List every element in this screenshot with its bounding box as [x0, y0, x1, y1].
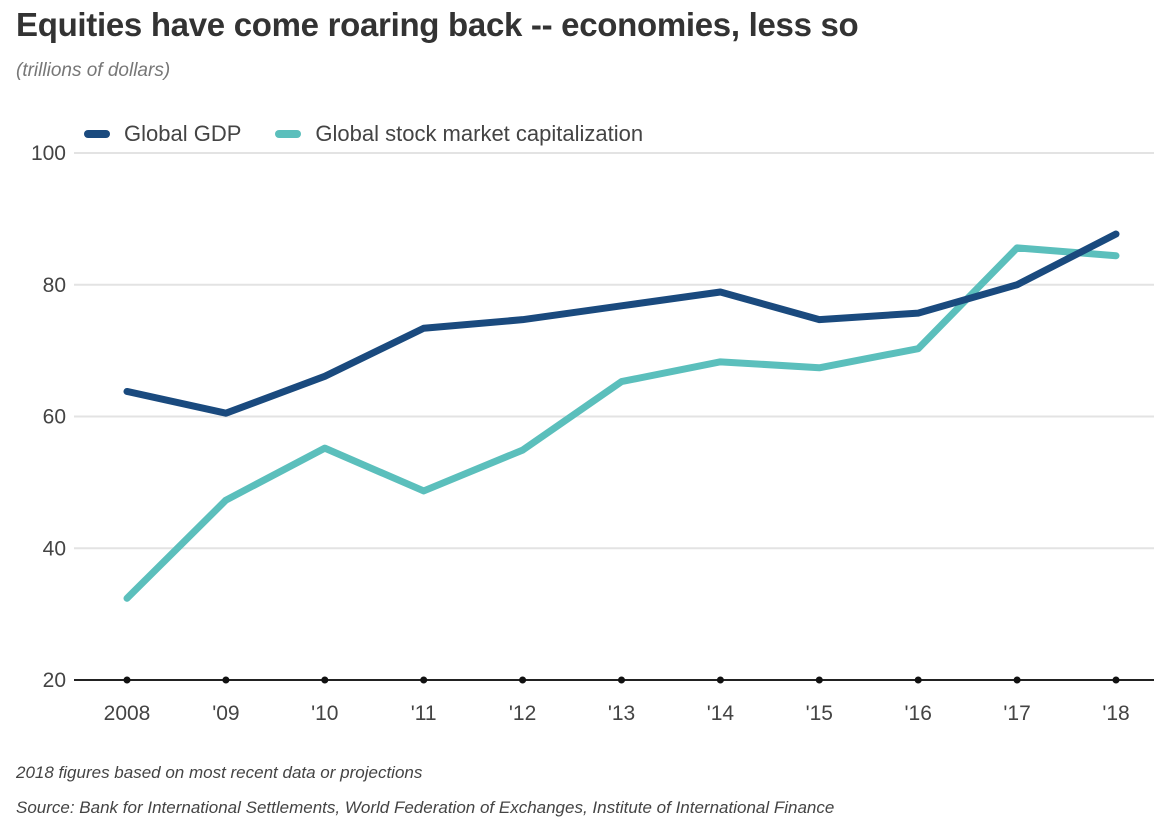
legend-label-gdp: Global GDP: [124, 121, 242, 146]
x-tick-dot: [914, 676, 922, 684]
stock-market-cap-line: [123, 244, 1120, 602]
x-tick-label: '09: [212, 702, 239, 725]
x-tick-label: '16: [905, 702, 932, 725]
x-tick-label: '12: [509, 702, 536, 725]
legend-label-stock: Global stock market capitalization: [315, 121, 644, 146]
gridlines: [74, 152, 1154, 550]
source-note: Source: Bank for International Settlemen…: [16, 798, 835, 817]
legend: Global GDP Global stock market capitaliz…: [84, 121, 677, 147]
x-tick-dot: [123, 676, 131, 684]
legend-item-gdp: Global GDP: [84, 121, 241, 147]
x-tick-label: '10: [311, 702, 338, 725]
y-tick-label: 20: [43, 669, 66, 692]
y-tick-label: 40: [43, 537, 66, 560]
x-tick-label: '17: [1003, 702, 1030, 725]
x-tick-label: '11: [411, 702, 437, 725]
x-tick-dot: [618, 676, 625, 684]
legend-swatch-stock: [275, 130, 302, 138]
x-tick-label: '13: [608, 702, 635, 725]
y-axis-ticks: 20 40 60 80 100: [31, 142, 66, 692]
legend-swatch-gdp: [84, 130, 110, 138]
x-tick-dot: [321, 676, 329, 684]
chart-subtitle: (trillions of dollars): [16, 60, 171, 81]
x-tick-dot: [519, 676, 527, 684]
footnote: 2018 figures based on most recent data o…: [16, 763, 423, 782]
chart-title: Equities have come roaring back -- econo…: [16, 6, 859, 43]
gdp-line: [123, 230, 1120, 417]
series-lines: [123, 230, 1120, 602]
x-tick-label: '14: [707, 702, 735, 725]
x-tick-dot: [815, 676, 823, 684]
y-tick-label: 100: [31, 142, 66, 165]
x-tick-dot: [1013, 676, 1021, 684]
x-tick-dot: [420, 676, 428, 684]
x-tick-dot: [716, 676, 724, 684]
x-tick-label: '15: [806, 702, 833, 725]
x-tick-dot: [1112, 676, 1120, 684]
x-tick-dot: [222, 676, 230, 684]
x-tick-label: 2008: [104, 702, 151, 725]
x-axis: 2008 '09 '10 '11 '12 '13 '14 '15 '16 '17 '18: [74, 676, 1154, 725]
x-tick-label: '18: [1102, 702, 1129, 725]
y-tick-label: 60: [43, 406, 66, 429]
legend-item-stock: Global stock market capitalization: [275, 121, 643, 147]
y-tick-label: 80: [43, 274, 66, 297]
